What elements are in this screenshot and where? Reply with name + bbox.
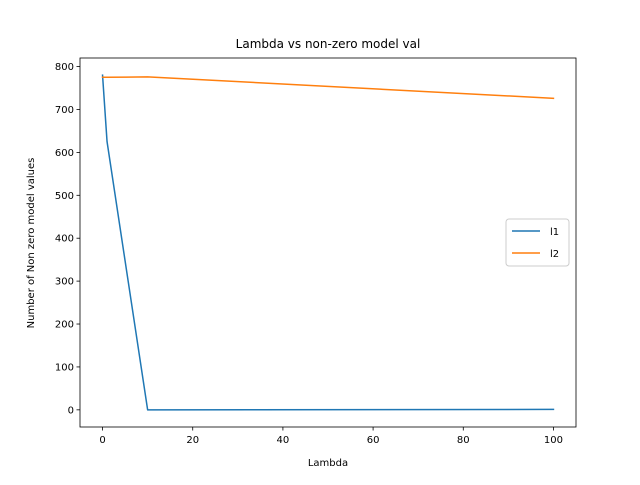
x-tick-label: 100: [544, 435, 563, 446]
legend: l1 l2: [505, 218, 570, 267]
x-tick-label: 20: [186, 435, 199, 446]
series-line-l1: [101, 74, 555, 411]
y-tick-label: 0: [68, 405, 74, 416]
y-tick-label: 100: [55, 362, 74, 373]
y-tick-label: 800: [55, 62, 74, 73]
x-tick-label: 40: [277, 435, 290, 446]
chart-title: Lambda vs non-zero model val: [236, 37, 421, 51]
legend-frame: [505, 218, 570, 267]
x-axis-label: Lambda: [308, 458, 348, 469]
legend-label-l1: l1: [550, 227, 559, 238]
axes-frame: [79, 57, 577, 428]
y-tick-label: 300: [55, 277, 74, 288]
plot-area: 0 20 40 60 80 100 0 100 200 300 400 500 600 700 800: [55, 57, 577, 446]
y-tick-label: 700: [55, 105, 74, 116]
x-tick-label: 0: [99, 435, 105, 446]
y-axis-label: Number of Non zero model values: [26, 158, 37, 329]
y-tick-label: 200: [55, 320, 74, 331]
x-tick-label: 80: [457, 435, 470, 446]
y-tick-label: 400: [55, 234, 74, 245]
legend-label-l2: l2: [550, 249, 559, 260]
y-tick-label: 500: [55, 191, 74, 202]
x-tick-label: 60: [367, 435, 380, 446]
y-tick-label: 600: [55, 148, 74, 159]
series-line-l2: [101, 76, 555, 100]
